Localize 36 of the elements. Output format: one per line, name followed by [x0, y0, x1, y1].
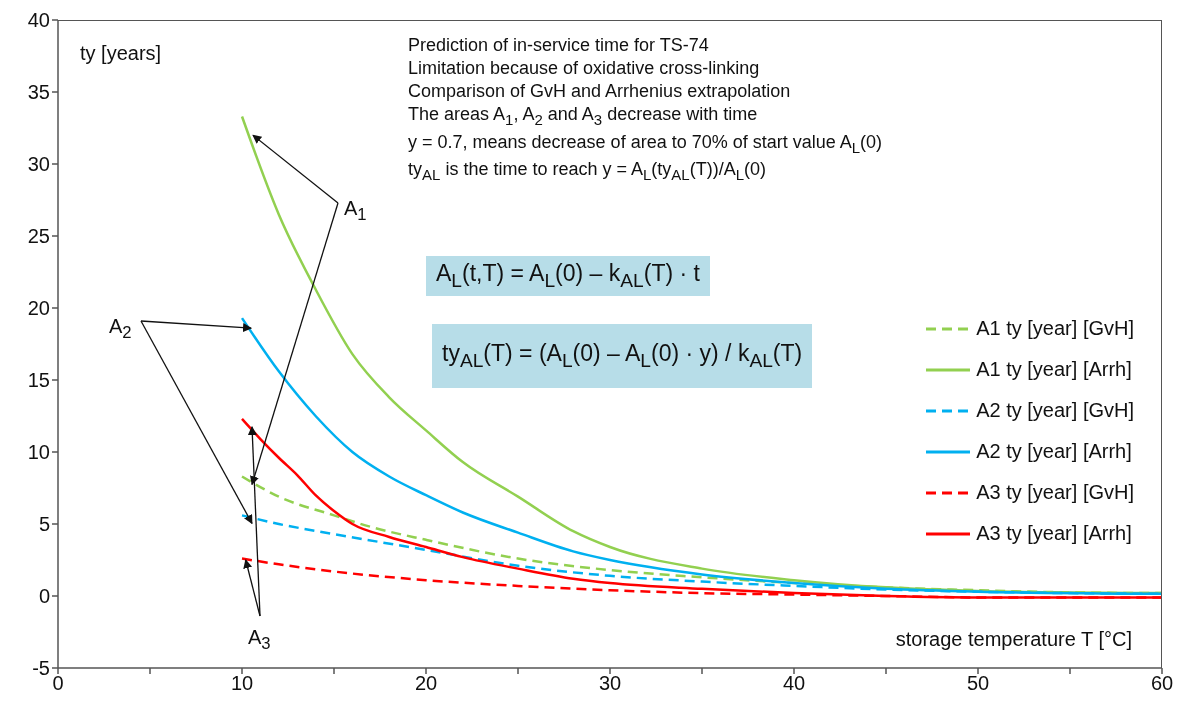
- x-tick-label: 40: [782, 672, 806, 695]
- y-tick-label: 5: [38, 513, 50, 536]
- annotation: Comparison of GvH and Arrhenius extrapolation: [408, 80, 792, 103]
- legend-label: A3 ty [year] [GvH]: [976, 481, 1134, 504]
- x-tick-label: 30: [598, 672, 622, 695]
- annotation: Prediction of in-service time for TS-74: [408, 34, 710, 57]
- annotation: The areas A$_{1}$, A$_{2}$ and A$_{3}$ decrease with time: [408, 103, 759, 130]
- annotation: A$_{3}$: [248, 626, 271, 654]
- annotation: y = 0.7, means decrease of area to 70% of start value A$_{L}$(0): [408, 130, 883, 158]
- x-tick-label: 20: [414, 672, 438, 695]
- legend-label: A1 ty [year] [Arrh]: [976, 358, 1132, 381]
- y-tick-label: 35: [27, 81, 50, 104]
- x-tick-label: 50: [966, 672, 990, 695]
- legend-label: A1 ty [year] [GvH]: [976, 317, 1134, 340]
- annotation: A$_{2}$: [109, 315, 132, 343]
- y-tick-label: 40: [27, 9, 50, 32]
- annotation: Limitation because of oxidative cross-linking: [408, 57, 761, 80]
- x-tick-label: 0: [52, 672, 64, 695]
- annotation: A$_{L}$(t,T) = A$_{L}$(0) – k$_{AL}$(T) · t: [426, 256, 710, 296]
- legend-label: A2 ty [year] [GvH]: [976, 399, 1134, 422]
- y-tick-label: 10: [27, 441, 50, 464]
- x-tick-label: 60: [1150, 672, 1174, 695]
- text: ty$_{AL}$ is the time to reach y = A$_{L}$(ty$_{AL}$(T))/A$_{L}$(0): [408, 159, 767, 183]
- legend-label: A3 ty [year] [Arrh]: [976, 522, 1132, 545]
- y-tick-label: 25: [27, 225, 50, 248]
- annotation: A$_{1}$: [344, 197, 367, 225]
- y-tick-label: -5: [32, 657, 50, 680]
- x-tick-label: 10: [230, 672, 254, 695]
- y-axis-title: ty [years]: [80, 42, 162, 65]
- legend-label: A2 ty [year] [Arrh]: [976, 440, 1132, 463]
- text: ty$_{AL}$(T) = (A$_{L}$(0) – A$_{L}$(0) · y) / k$_{AL}$(T): [442, 340, 803, 371]
- y-tick-label: 30: [27, 153, 50, 176]
- y-tick-label: 15: [27, 369, 50, 392]
- y-tick-label: 0: [38, 585, 50, 608]
- y-tick-label: 20: [27, 297, 50, 320]
- x-axis-title: storage temperature T [°C]: [895, 628, 1132, 651]
